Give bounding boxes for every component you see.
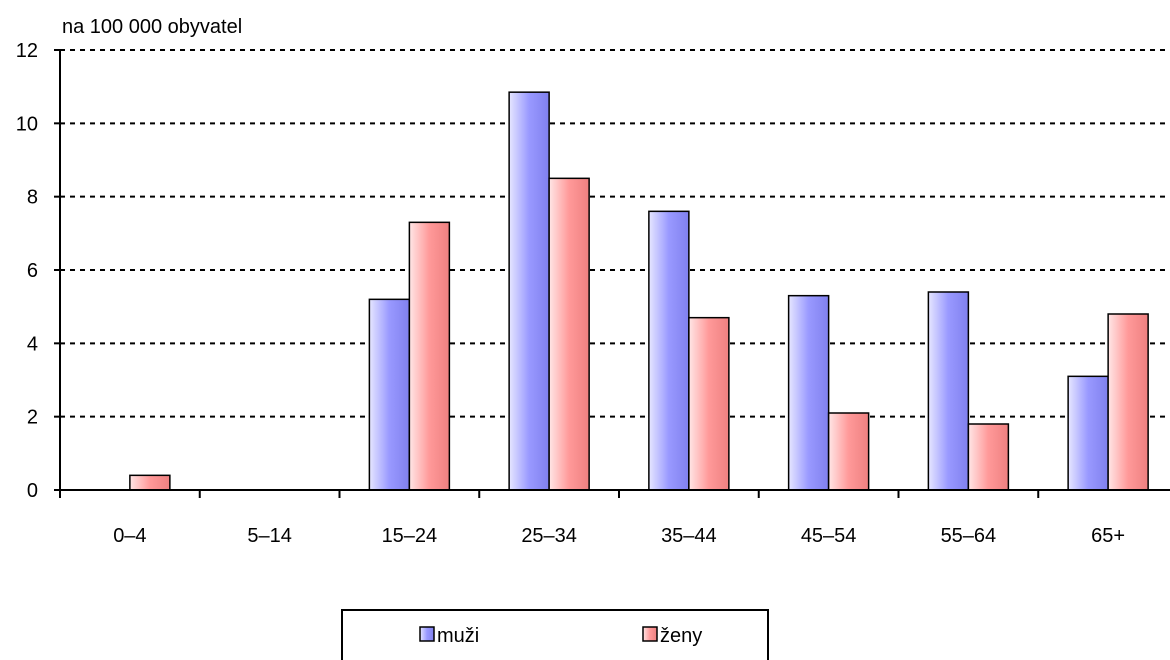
y-tick-label-2: 2 [27,407,38,429]
bar-muzi-3 [508,91,550,491]
legend-label-muzi: muži [437,625,479,647]
x-tick-label-3: 25–34 [521,525,577,547]
bar-muzi-5 [787,294,830,491]
legend: muži ženy [341,609,769,660]
bar-zeny-4 [688,316,730,491]
bar-zeny-6 [967,423,1010,491]
y-tick-label-0: 0 [27,480,38,502]
legend-box [341,609,769,660]
x-tick-label-1: 5–14 [247,525,292,547]
y-tick-label-10: 10 [16,113,38,135]
x-tick-label-7: 65+ [1091,525,1125,547]
bar-muzi-7 [1067,375,1109,491]
gridlines [60,49,1170,418]
y-tick-label-8: 8 [27,187,38,209]
x-tick-label-6: 55–64 [941,525,997,547]
x-tick-label-4: 35–44 [661,525,717,547]
y-tick-label-12: 12 [16,40,38,62]
x-tick-label-0: 0–4 [113,525,146,547]
legend-swatch-zeny [642,626,658,642]
legend-label-zeny: ženy [660,625,702,647]
bar-zeny-5 [827,412,870,491]
bar-zeny-3 [548,177,590,491]
bar-zeny-2 [408,221,451,491]
bar-muzi-4 [648,210,690,491]
x-tick-label-2: 15–24 [382,525,438,547]
bar-zeny-7 [1107,313,1149,491]
y-tick-label-6: 6 [27,260,38,282]
y-tick-label-4: 4 [27,333,38,355]
y-axis: 0 2 4 6 8 10 12 [16,40,60,502]
y-unit-label: na 100 000 obyvatel [62,16,242,38]
x-tick-label-5: 45–54 [801,525,857,547]
x-axis: 0–4 5–14 15–24 25–34 35–44 45–54 55–64 65+ [59,490,1125,547]
bar-muzi-2 [368,298,411,491]
legend-swatch-muzi [419,626,435,642]
bar-muzi-6 [927,291,970,491]
bar-zeny-0 [129,474,171,491]
bars [129,91,1149,491]
